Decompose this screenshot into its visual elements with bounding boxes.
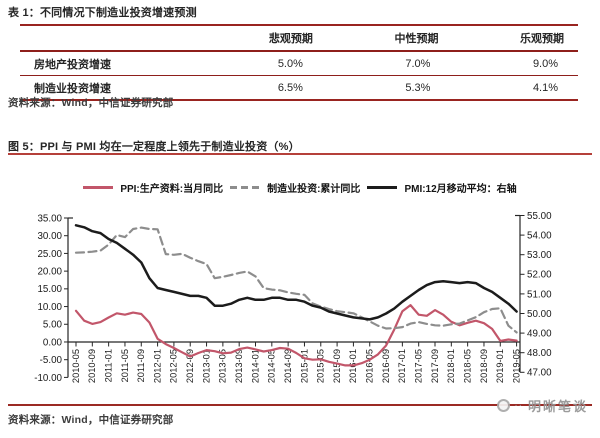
- x-tick-label: 2019-05: [511, 349, 521, 383]
- x-tick-label: 2010-09: [87, 349, 97, 383]
- series-line-2: [74, 224, 518, 321]
- left-tick-label: 30.00: [37, 231, 62, 242]
- legend-swatch-pmi: [367, 185, 398, 189]
- right-tick-label: 48.00: [527, 348, 552, 359]
- table-source-note: 资料来源：Wind，中信证券研究部: [8, 97, 174, 109]
- right-axis-ticks: 55.00 54.00 53.00 52.00 51.00 50.00 49.00 48.00…: [520, 211, 552, 379]
- table-header-neutral: 中性预期: [394, 33, 439, 45]
- x-tick-label: 2014-05: [267, 349, 277, 383]
- legend-swatch-ppi: [83, 185, 114, 189]
- figure-source-note: 资料来源：Wind，中信证券研究部: [8, 414, 174, 426]
- x-tick-label: 2014-01: [250, 349, 260, 383]
- ppi-pmi-line-chart: 35.00 30.00 25.00 20.00 15.00 10.00 5.00 0.00 -5…: [34, 211, 552, 384]
- x-tick-label: 2013-09: [234, 349, 244, 383]
- footer-rule: [8, 404, 592, 406]
- legend-label-mfg: 制造业投资:累计同比: [267, 183, 361, 195]
- row-label-real-estate: 房地产投资增速: [34, 58, 111, 71]
- x-tick-label: 2018-01: [446, 349, 456, 383]
- x-tick-label: 2012-05: [169, 349, 179, 383]
- x-tick-label: 2013-01: [201, 349, 211, 383]
- series-line-0: [74, 303, 518, 367]
- row-label-manufacturing: 制造业投资增速: [34, 82, 111, 95]
- right-tick-label: 51.00: [527, 289, 552, 300]
- right-tick-label: 55.00: [527, 211, 552, 222]
- x-tick-label: 2017-09: [430, 349, 440, 383]
- x-tick-label: 2019-01: [495, 349, 505, 383]
- cell-value: 9.0%: [532, 57, 559, 70]
- chart-area: 35.00 30.00 25.00 20.00 15.00 10.00 5.00 0.00 -5…: [0, 205, 600, 400]
- x-tick-label: 2018-09: [479, 349, 489, 383]
- left-tick-label: 10.00: [37, 302, 62, 313]
- cell-value: 7.0%: [405, 57, 431, 70]
- cell-value: 6.5%: [277, 81, 303, 94]
- x-tick-label: 2012-09: [185, 349, 195, 383]
- legend-label-ppi: PPI:生产资料:当月同比: [120, 183, 224, 195]
- legend-swatch-mfg: [230, 185, 261, 189]
- table-title: 表 1：不同情况下制造业投资增速预测: [8, 7, 197, 19]
- x-tick-label: 2011-09: [136, 349, 146, 382]
- left-tick-label: 20.00: [37, 267, 62, 278]
- watermark-dots-icon: ··: [514, 399, 523, 411]
- x-tick-label: 2013-05: [218, 349, 228, 383]
- x-tick-label: 2011-05: [120, 349, 130, 382]
- right-tick-label: 47.00: [527, 368, 552, 379]
- x-tick-label: 2014-09: [283, 349, 293, 383]
- watermark-logo-icon: [497, 398, 511, 412]
- legend-label-pmi: PMI:12月移动平均：右轴: [404, 183, 517, 195]
- x-tick-label: 2012-01: [152, 349, 162, 383]
- left-tick-label: 35.00: [37, 213, 62, 224]
- left-tick-label: -5.00: [40, 355, 63, 366]
- right-tick-label: 52.00: [527, 270, 552, 281]
- left-tick-label: -10.00: [34, 373, 62, 384]
- x-tick-label: 2016-05: [365, 349, 375, 383]
- table-header-pessimistic: 悲观预期: [268, 33, 313, 45]
- left-tick-label: 5.00: [43, 320, 63, 331]
- figure-title-underline: [8, 153, 592, 155]
- cell-value: 5.3%: [405, 81, 431, 94]
- cell-value: 5.0%: [277, 57, 303, 70]
- table-header-row: 悲观预期 中性预期 乐观预期: [20, 26, 578, 52]
- x-tick-label: 2010-05: [71, 349, 81, 383]
- x-tick-label: 2018-05: [462, 349, 472, 383]
- watermark: ·· 明晰笔谈: [497, 396, 588, 414]
- left-tick-label: 15.00: [37, 284, 62, 295]
- x-tick-label: 2015-09: [332, 349, 342, 383]
- right-tick-label: 53.00: [527, 250, 552, 261]
- cell-value: 4.1%: [532, 81, 559, 94]
- series-line-1: [74, 226, 518, 334]
- x-tick-label: 2011-01: [103, 349, 113, 382]
- forecast-table: 悲观预期 中性预期 乐观预期 房地产投资增速 5.0% 7.0% 9.0% 制造…: [20, 24, 578, 101]
- left-axis-ticks: 35.00 30.00 25.00 20.00 15.00 10.00 5.00 0.00 -5…: [34, 213, 68, 384]
- figure-title: 图 5：PPI 与 PMI 均在一定程度上领先于制造业投资（%）: [8, 141, 300, 153]
- watermark-text: 明晰笔谈: [527, 398, 588, 414]
- x-tick-label: 2017-01: [397, 349, 407, 383]
- x-tick-label: 2016-09: [381, 349, 391, 383]
- table-header-optimistic: 乐观预期: [520, 33, 565, 45]
- chart-legend: PPI:生产资料:当月同比 制造业投资:累计同比 PMI:12月移动平均：右轴: [0, 179, 600, 195]
- x-tick-label: 2017-05: [413, 349, 423, 383]
- x-axis-ticks: 2010-05 2010-09 2011-01 2011-05 2011-09 2012-…: [71, 341, 521, 383]
- right-tick-label: 54.00: [527, 231, 552, 242]
- table-row: 房地产投资增速 5.0% 7.0% 9.0%: [20, 52, 578, 76]
- right-tick-label: 50.00: [527, 309, 552, 320]
- x-tick-label: 2015-01: [299, 349, 309, 383]
- table-row: 制造业投资增速 6.5% 5.3% 4.1%: [20, 76, 578, 99]
- left-tick-label: 0.00: [43, 337, 63, 348]
- right-tick-label: 49.00: [527, 329, 552, 340]
- left-tick-label: 25.00: [37, 249, 62, 260]
- x-tick-label: 2015-05: [316, 349, 326, 383]
